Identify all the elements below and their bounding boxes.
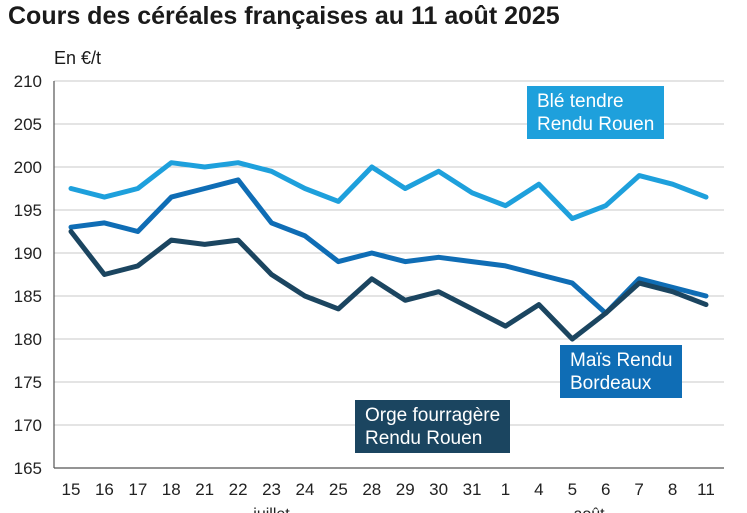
x-tick-label: 23 <box>262 480 281 499</box>
y-tick-label: 185 <box>14 287 42 306</box>
x-tick-label: 4 <box>534 480 543 499</box>
series-line-1 <box>68 177 709 316</box>
x-tick-label: 18 <box>162 480 181 499</box>
series-line-0 <box>68 160 709 222</box>
legend-label-mais: Maïs Rendu Bordeaux <box>560 345 683 398</box>
y-tick-label: 200 <box>14 158 42 177</box>
y-tick-label: 170 <box>14 416 42 435</box>
x-tick-label: 6 <box>601 480 610 499</box>
legend-label-orge-line2: Rendu Rouen <box>365 428 483 449</box>
x-tick-label: 5 <box>568 480 577 499</box>
x-tick-label: 21 <box>195 480 214 499</box>
y-tick-label: 190 <box>14 244 42 263</box>
y-axis-ticks: 165 170 175 180 185 190 195 200 205 210 <box>14 72 42 478</box>
x-tick-label: 15 <box>62 480 81 499</box>
legend-label-ble-line2: Rendu Rouen <box>537 114 655 135</box>
x-tick-label: 16 <box>95 480 114 499</box>
x-tick-label: 29 <box>396 480 415 499</box>
chart-title: Cours des céréales françaises au 11 août… <box>8 2 560 30</box>
x-tick-label: 24 <box>295 480 314 499</box>
x-tick-label: 7 <box>634 480 643 499</box>
x-tick-label: 17 <box>128 480 147 499</box>
x-tick-label: 22 <box>229 480 248 499</box>
y-tick-label: 205 <box>14 115 42 134</box>
y-tick-label: 175 <box>14 373 42 392</box>
x-month-label: juillet <box>252 506 290 513</box>
legend-label-mais-line2: Bordeaux <box>570 373 652 394</box>
x-tick-label: 31 <box>463 480 482 499</box>
legend-label-orge: Orge fourragère Rendu Rouen <box>355 400 511 453</box>
legend-label-mais-line1: Maïs Rendu <box>570 350 673 371</box>
x-tick-label: 30 <box>429 480 448 499</box>
y-tick-label: 180 <box>14 330 42 349</box>
x-tick-label: 1 <box>501 480 510 499</box>
series-line-2 <box>68 229 709 342</box>
x-month-label: août <box>573 506 605 513</box>
legend-label-orge-line1: Orge fourragère <box>365 405 501 426</box>
legend-label-ble-line1: Blé tendre <box>537 91 624 112</box>
x-tick-label: 8 <box>668 480 677 499</box>
x-tick-label: 25 <box>329 480 348 499</box>
x-tick-label: 28 <box>362 480 381 499</box>
x-axis-ticks: 15 16 17 18 21 22 23 24 25 28 29 30 31 1 4 5 6 7 8 11 juille… <box>62 480 715 513</box>
series-lines <box>68 160 709 342</box>
y-axis-unit-label: En €/t <box>54 48 102 68</box>
legend-label-ble-tendre: Blé tendre Rendu Rouen <box>527 86 665 139</box>
y-tick-label: 165 <box>14 459 42 478</box>
y-tick-label: 195 <box>14 201 42 220</box>
x-tick-label: 11 <box>697 480 715 499</box>
y-tick-label: 210 <box>14 72 42 91</box>
